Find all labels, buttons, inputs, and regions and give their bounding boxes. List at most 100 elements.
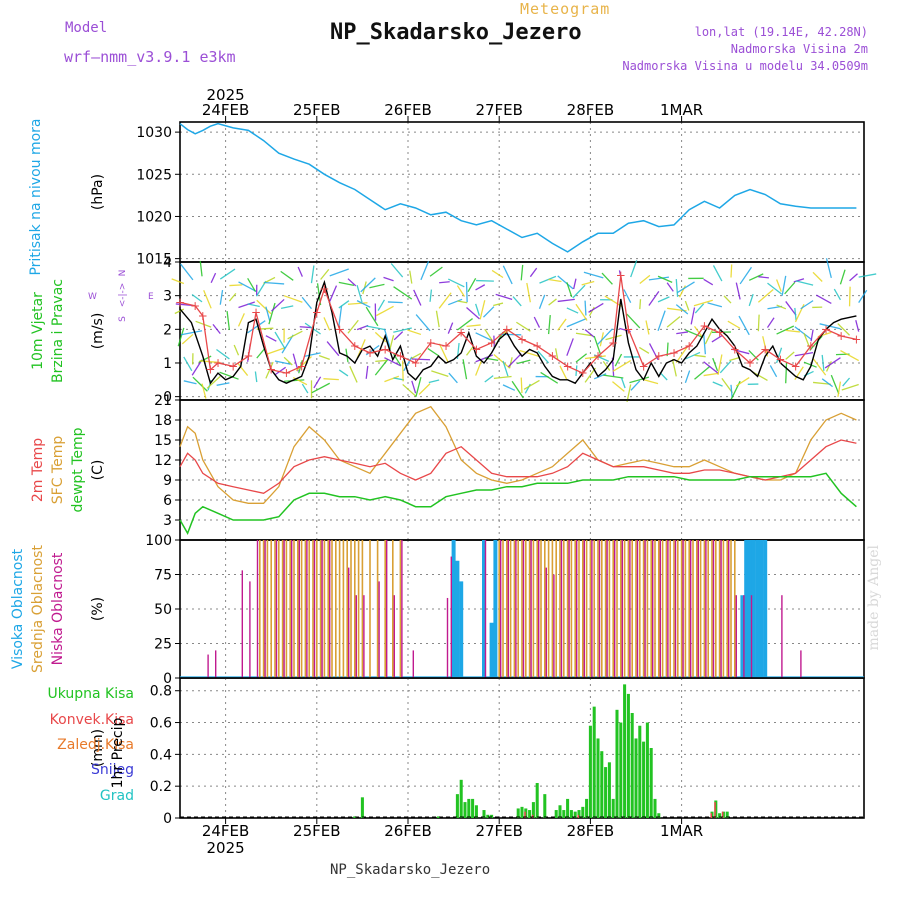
sfc-temp-line — [179, 405, 857, 504]
dewpt-temp-title: dewpt Temp — [70, 427, 86, 512]
precip-bar-total — [520, 806, 524, 818]
wind-arrow — [420, 260, 430, 281]
wind-arrow — [537, 350, 550, 364]
wind-arrow — [403, 356, 413, 372]
wind-arrow — [274, 331, 286, 349]
wind-arrow — [519, 349, 540, 358]
wind-arrow — [757, 289, 774, 303]
wind-gust-marker: + — [297, 359, 307, 373]
wind-arrow — [630, 260, 638, 278]
wind-arrow — [712, 381, 723, 387]
wind-arrow — [183, 356, 193, 372]
tick-label-y: 75 — [154, 568, 172, 584]
precip-bar-total — [531, 802, 535, 818]
wind-arrow — [702, 332, 707, 355]
wind-arrow — [413, 289, 422, 306]
wind-arrow — [365, 306, 379, 327]
precip-bar-total — [645, 722, 649, 818]
wind-arrow — [575, 303, 588, 321]
wind-arrow — [216, 382, 230, 386]
precip-bar-total — [436, 816, 440, 818]
wind-arrow — [666, 282, 674, 292]
year-label-bottom: 2025 — [207, 839, 245, 857]
wind-arrow — [280, 305, 294, 310]
wind-gust-marker: + — [608, 336, 618, 350]
wind-arrow — [794, 366, 804, 380]
wind-arrow — [466, 345, 474, 356]
day-label-top: 28FEB — [567, 101, 614, 119]
tick-label-y: 1 — [163, 356, 172, 372]
chart-title: NP_Skadarsko_Jezero — [330, 20, 582, 45]
wind-arrow — [648, 291, 660, 306]
wind-gust-marker: + — [281, 366, 291, 380]
wind-arrow — [676, 331, 689, 335]
wind-arrow — [265, 347, 286, 356]
precip-bar-total — [535, 783, 539, 818]
wind-arrow — [694, 303, 705, 314]
panel-pressure: 1015 1020 1025 1030 (hPa) Pritisak na nivou m… — [28, 86, 865, 276]
wind-arrow — [507, 353, 522, 368]
wind-arrow — [228, 292, 237, 302]
wind-gust-marker: + — [532, 339, 542, 353]
compass-e: E — [148, 292, 154, 302]
wind-arrow — [626, 313, 641, 329]
wind-arrow — [517, 359, 531, 365]
wind-arrow — [704, 328, 714, 345]
wind-arrow — [475, 360, 482, 376]
wind-arrow — [614, 353, 623, 367]
precip-bar-total — [604, 767, 608, 818]
wind-arrow — [431, 370, 449, 377]
tick-label-y: 4 — [163, 255, 172, 271]
tick-label-y: 1030 — [136, 125, 172, 141]
wind-arrow — [597, 328, 613, 345]
wind-gust-marker: + — [517, 332, 527, 346]
wind-arrow — [839, 269, 846, 285]
wind-arrow — [677, 281, 695, 294]
precip-bar-convective — [577, 814, 579, 818]
wind-arrow — [191, 293, 203, 303]
precip-bar-total — [615, 709, 619, 818]
wind-arrow — [347, 319, 359, 334]
tick-label-y: 0 — [163, 671, 172, 687]
wind-arrow — [794, 307, 797, 321]
wind-gust-marker: + — [198, 309, 208, 323]
wind-arrow — [719, 360, 732, 374]
precip-bar-total — [459, 779, 463, 818]
precip-bar-total — [725, 811, 729, 818]
location-model-altitude: Nadmorska Visina u modelu 34.0509m — [622, 59, 868, 73]
wind-arrow — [271, 298, 285, 312]
wind-gust-marker: + — [380, 343, 390, 357]
wind-arrow — [360, 277, 376, 293]
wind-arrow — [603, 374, 624, 379]
wind-arrow — [557, 318, 567, 331]
wind-arrow — [493, 354, 511, 369]
wind-arrow — [623, 289, 632, 303]
wind-arrow — [301, 383, 309, 394]
wind-arrow — [690, 307, 696, 325]
wind-arrow — [384, 357, 402, 367]
wind-arrow — [499, 333, 522, 336]
day-label-bottom: 26FEB — [384, 822, 431, 840]
wind-arrow — [484, 375, 494, 383]
wind-arrow — [237, 363, 249, 376]
wind-arrow — [584, 355, 606, 360]
wind-arrow — [572, 284, 586, 299]
wind-arrow — [593, 354, 610, 362]
wind-arrow — [739, 266, 753, 285]
wind-arrow — [648, 276, 670, 281]
precip-bar-total — [718, 813, 722, 818]
high-cloud-title: Visoka Oblacnost — [10, 548, 26, 669]
precip-legend-item: Snijeg — [91, 762, 134, 778]
tick-label-y: 15 — [154, 433, 172, 449]
wind-arrow — [448, 298, 463, 306]
model-value: wrf—nmm_v3.9.1 e3km — [64, 48, 236, 66]
tick-label-y: 1015 — [136, 252, 172, 268]
wind-arrow — [375, 359, 387, 363]
wind-arrow — [584, 367, 597, 383]
wind-gust-marker: + — [730, 343, 740, 357]
wind-arrow — [393, 327, 412, 333]
wind-arrow — [407, 329, 422, 336]
wind-arrow — [402, 383, 417, 397]
wind-gust-marker: + — [228, 359, 238, 373]
